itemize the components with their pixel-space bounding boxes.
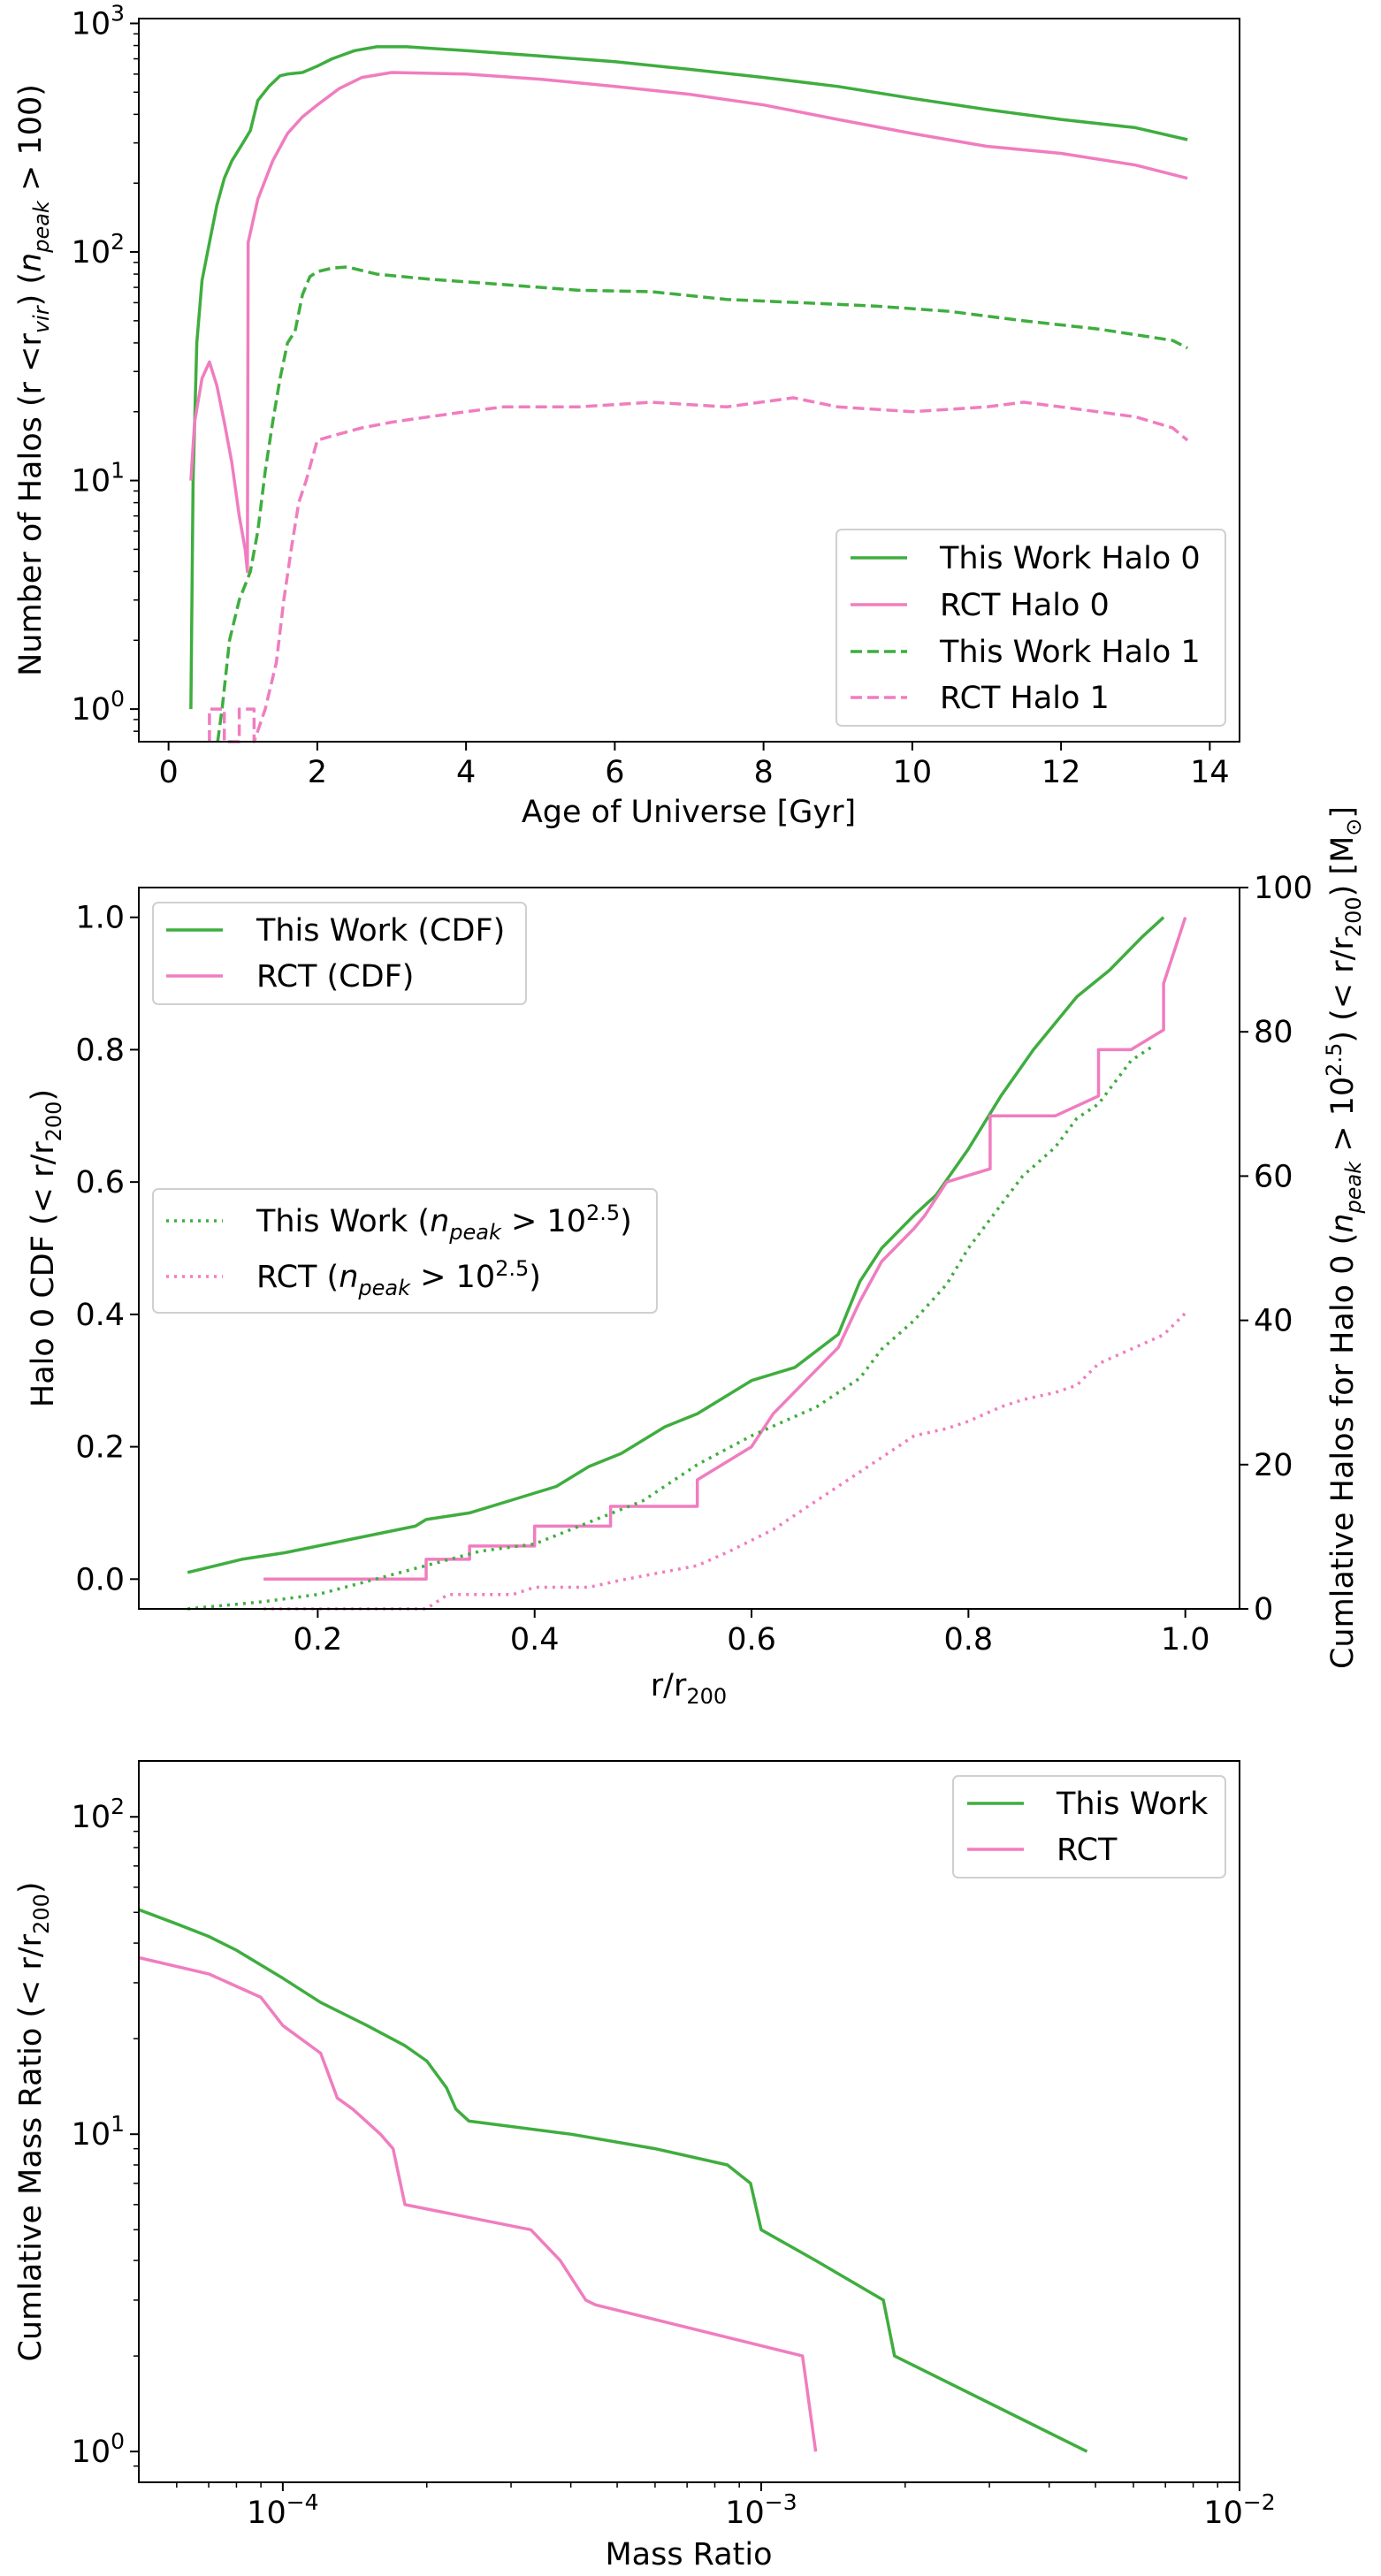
x-tick-label: 10−3 (725, 2489, 797, 2531)
x-tick-label: 4 (456, 755, 476, 790)
x-tick-label: 12 (1041, 755, 1081, 790)
panel1-xlabel: Age of Universe [Gyr] (522, 795, 856, 830)
y2-tick-label: 100 (1254, 871, 1313, 906)
legend-box (835, 529, 1226, 727)
x-tick-label: 6 (605, 755, 624, 790)
panel2-right-yticks: 0 20 40 60 80 100 (1240, 871, 1313, 1627)
panel2-legend-npeak: This Work (npeak > 102.5) RCT (npeak > 1… (152, 1188, 658, 1314)
y-tick-label: 100 (72, 2428, 125, 2470)
series-line-0 (187, 916, 1165, 1574)
panel-mass-ratio: 10−4 10−3 10−2 100 101 102 Mass Ratio Cumlat… (13, 1760, 1276, 2572)
panel2-right-ylabel: Cumlative Halos for Halo 0 (npeak > 102.… (1322, 806, 1366, 1669)
panel1-series (189, 45, 1189, 743)
panel3-ylabel: Cumlative Mass Ratio (< r/r200) (13, 1881, 54, 2361)
panel2-yticks: 0.0 0.2 0.4 0.6 0.8 1.0 (75, 901, 139, 1597)
series-line-3 (263, 1312, 1186, 1611)
y2-tick-label: 0 (1254, 1592, 1273, 1627)
legend-label: RCT Halo 0 (940, 588, 1110, 623)
series-line-2 (187, 1045, 1154, 1611)
x-tick-label: 10−2 (1203, 2489, 1275, 2531)
panel2-series (187, 916, 1187, 1611)
legend-label: This Work Halo 1 (939, 635, 1201, 670)
y-tick-label: 0.8 (75, 1033, 125, 1068)
panel-age-halo-count: 0 2 4 6 8 10 12 14 100 101 102 103 Age of Universe… (13, 0, 1240, 830)
y2-tick-label: 20 (1254, 1448, 1293, 1483)
x-tick-label: 0.8 (944, 1622, 994, 1658)
panel2-legend-cdf: This Work (CDF) RCT (CDF) (152, 902, 527, 1005)
y-tick-label: 1.0 (75, 901, 125, 936)
series-line-1 (189, 71, 1188, 574)
panel3-frame (138, 1760, 1240, 2483)
x-tick-label: 10 (893, 755, 933, 790)
series-line-0 (138, 1908, 1088, 2453)
legend-label: This Work (npeak > 102.5) (256, 1200, 632, 1245)
panel2-frame (138, 887, 1240, 1610)
legend-box (152, 902, 527, 1005)
y-tick-label: 103 (72, 0, 125, 42)
x-tick-label: 0.4 (510, 1622, 560, 1658)
legend-label: RCT (CDF) (256, 959, 414, 995)
y2-tick-label: 60 (1254, 1159, 1293, 1194)
x-tick-label: 10−4 (247, 2489, 318, 2531)
series-line-1 (138, 1955, 818, 2452)
y-tick-label: 102 (72, 229, 125, 271)
y-tick-label: 100 (72, 686, 125, 728)
x-tick-label: 0.2 (294, 1622, 343, 1658)
y2-tick-label: 40 (1254, 1304, 1293, 1339)
legend-label: This Work (1056, 1787, 1209, 1822)
panel1-ylabel: Number of Halos (r <rvir) (npeak > 100) (13, 84, 54, 676)
legend-label: This Work (CDF) (256, 913, 505, 949)
y-tick-label: 101 (72, 458, 125, 499)
panel3-xticks: 10−4 10−3 10−2 (176, 2482, 1276, 2531)
series-line-0 (189, 45, 1188, 710)
y-tick-label: 0.2 (75, 1430, 125, 1466)
y-tick-label: 0.4 (75, 1298, 125, 1333)
x-tick-label: 1.0 (1161, 1622, 1210, 1658)
legend-box (152, 1188, 658, 1314)
panel-cdf: 0.2 0.4 0.6 0.8 1.0 0.0 0.2 0.4 0.6 0.8 1.0 0 20 40… (26, 806, 1366, 1709)
panel2-ylabel: Halo 0 CDF (< r/r200) (26, 1089, 66, 1407)
legend-label: RCT (1057, 1833, 1118, 1868)
x-tick-label: 8 (753, 755, 773, 790)
legend-label: This Work Halo 0 (939, 541, 1201, 576)
y-tick-label: 101 (72, 2111, 125, 2153)
panel3-yticks: 100 101 102 (72, 1794, 139, 2470)
y-tick-label: 0.6 (75, 1165, 125, 1200)
panel1-frame (138, 18, 1240, 743)
x-tick-label: 2 (308, 755, 327, 790)
x-tick-label: 0.6 (727, 1622, 776, 1658)
panel2-xticks: 0.2 0.4 0.6 0.8 1.0 (294, 1609, 1210, 1658)
y2-tick-label: 80 (1254, 1015, 1293, 1050)
x-tick-label: 0 (159, 755, 179, 790)
legend-box (952, 1775, 1226, 1879)
panel3-series (138, 1908, 1088, 2453)
panel1-xticks: 0 2 4 6 8 10 12 14 (159, 742, 1230, 790)
legend-label: RCT Halo 1 (940, 681, 1110, 716)
y-tick-label: 102 (72, 1794, 125, 1835)
x-tick-label: 14 (1190, 755, 1230, 790)
panel2-xlabel: r/r200 (651, 1668, 727, 1709)
panel1-yticks: 100 101 102 103 (72, 0, 139, 732)
series-line-3 (208, 396, 1189, 743)
panel3-legend: This Work RCT (952, 1775, 1226, 1879)
panel3-xlabel: Mass Ratio (605, 2537, 772, 2572)
legend-label: RCT (npeak > 102.5) (256, 1256, 541, 1300)
panel1-legend: This Work Halo 0 RCT Halo 0 This Work Ha… (835, 529, 1226, 727)
y-tick-label: 0.0 (75, 1562, 125, 1597)
